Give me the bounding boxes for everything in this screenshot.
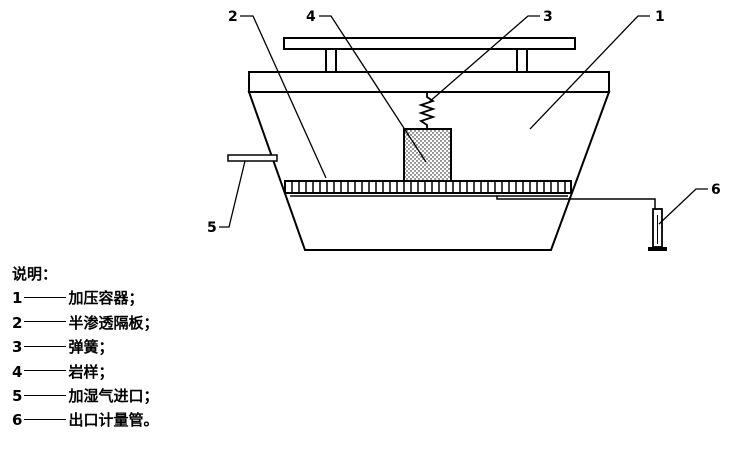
humid-gas-inlet-pipe <box>227 154 278 162</box>
callout-1: 1 <box>655 9 665 25</box>
legend-item: 5 加湿气进口； <box>12 387 159 406</box>
leader-4 <box>319 15 427 163</box>
legend-item: 2 半渗透隔板； <box>12 313 159 332</box>
callout-2: 2 <box>228 9 238 25</box>
leader-6 <box>658 188 708 225</box>
leader-1 <box>529 15 650 130</box>
legend-item: 4 岩样； <box>12 362 114 381</box>
legend-dash <box>24 418 67 420</box>
legend-dash <box>24 345 67 347</box>
legend-dash <box>24 394 67 396</box>
outlet-line <box>496 196 656 209</box>
callout-5: 5 <box>207 220 217 236</box>
leader-2 <box>240 15 327 179</box>
legend-dash <box>24 370 67 372</box>
rock-sample <box>403 128 452 182</box>
legend: 说明： 1 加压容器； 2 半渗透隔板； 3 弹簧； 4 岩样； 5 加湿气进口； 6 出口… <box>12 262 158 433</box>
leader-5 <box>219 160 246 228</box>
left-post <box>325 48 337 73</box>
callout-6: 6 <box>711 182 721 198</box>
callout-4: 4 <box>306 9 316 25</box>
callout-3: 3 <box>543 9 553 25</box>
top-press-plate <box>283 37 576 50</box>
leader-3 <box>427 15 540 104</box>
leader-lines <box>219 15 708 228</box>
vessel-lid <box>248 71 610 93</box>
legend-dash <box>24 321 67 323</box>
spring <box>418 92 436 129</box>
legend-title: 说明： <box>12 265 58 283</box>
legend-dash <box>24 296 67 298</box>
legend-item: 1 加压容器； <box>12 289 144 308</box>
legend-item: 6 出口计量管。 <box>12 411 159 430</box>
metering-tube-base <box>648 247 667 251</box>
right-post <box>516 48 528 73</box>
legend-item: 3 弹簧； <box>12 338 114 357</box>
semipermeable-plate <box>284 180 572 194</box>
